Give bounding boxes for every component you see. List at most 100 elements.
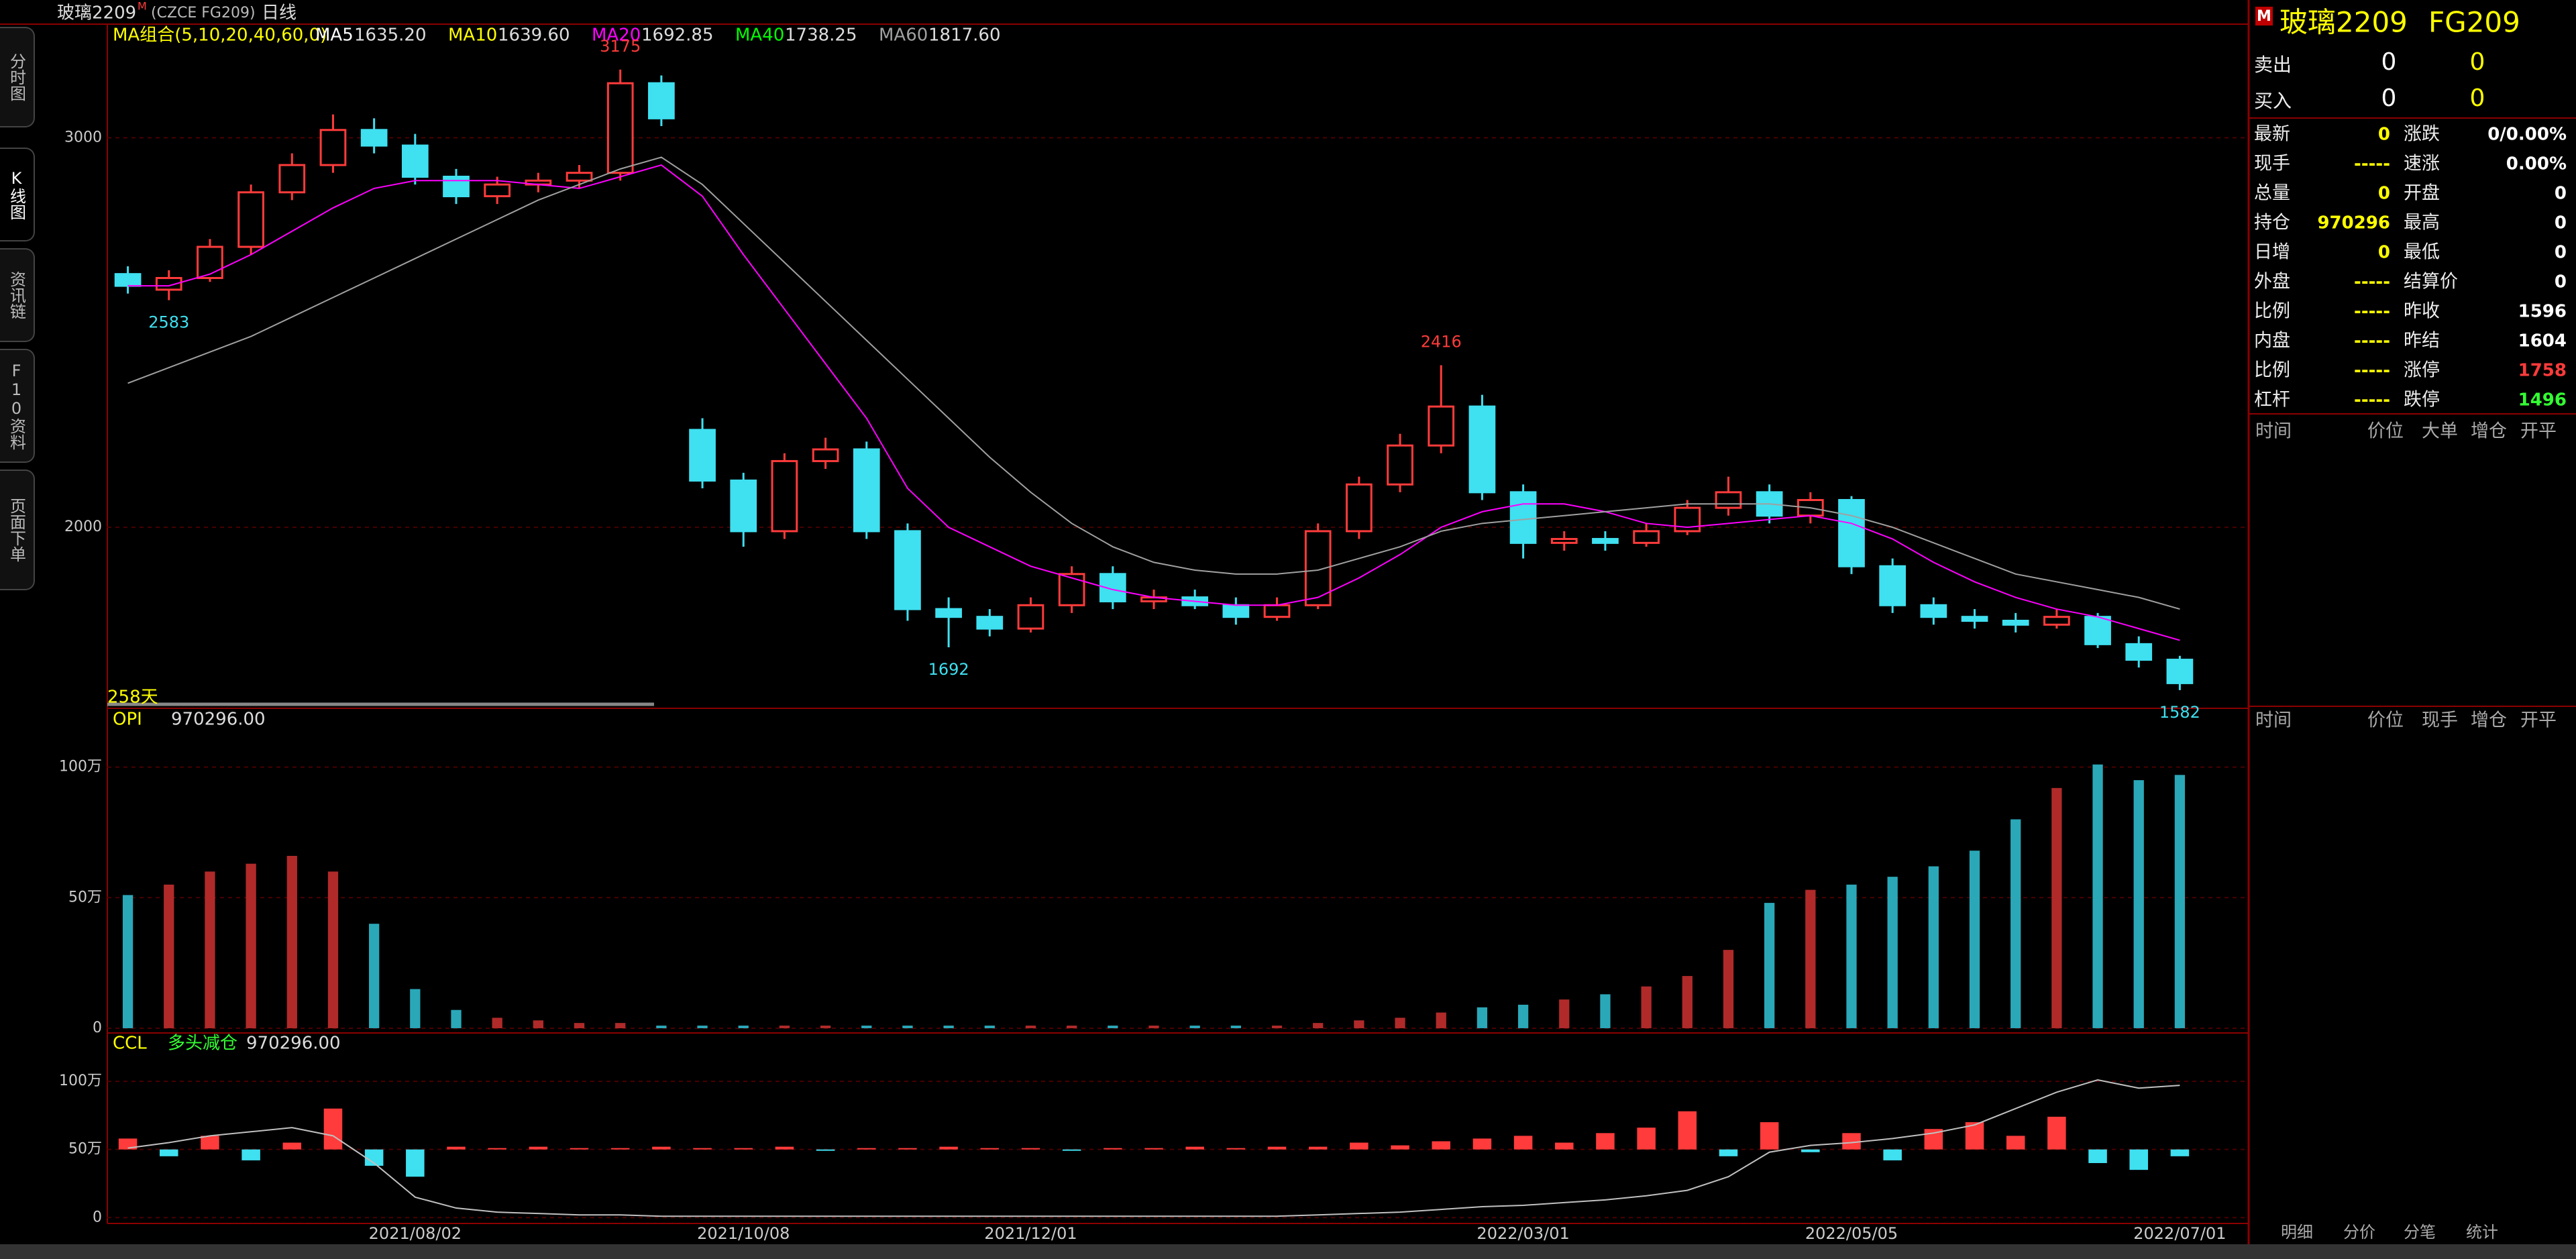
- opi-bar: [861, 1026, 872, 1028]
- y-tick-label: 50万: [68, 889, 102, 906]
- sidebar-tab[interactable]: K线图: [0, 148, 35, 241]
- quote-value: 1604: [2518, 331, 2567, 351]
- bottom-tab[interactable]: 分价: [2343, 1223, 2375, 1242]
- ccl-bar: [529, 1146, 548, 1150]
- quote-value: -----: [2354, 154, 2390, 174]
- candle-body: [484, 183, 511, 198]
- ma-legend-name: MA10: [448, 25, 497, 46]
- quote-value: 1596: [2518, 302, 2567, 322]
- ccl-bar: [1719, 1149, 1738, 1156]
- ccl-bar: [652, 1146, 671, 1150]
- list-header: 增仓: [2471, 421, 2507, 442]
- sidebar-tab[interactable]: F10资料: [0, 349, 35, 463]
- quote-value: -----: [2354, 390, 2390, 410]
- candle-body: [1058, 573, 1085, 606]
- quote-label: 日增: [2254, 242, 2290, 263]
- opi-bar: [1067, 1026, 1077, 1028]
- candle-body: [1017, 604, 1044, 630]
- candle-body: [1879, 565, 1907, 606]
- quote-value: 970296: [2317, 213, 2390, 233]
- ccl-bar: [816, 1149, 835, 1151]
- opi-bar: [1189, 1026, 1200, 1028]
- bottom-tab[interactable]: 明细: [2281, 1223, 2313, 1242]
- quote-value: -----: [2354, 331, 2390, 351]
- quote-value: -----: [2354, 272, 2390, 292]
- opi-bar: [286, 856, 297, 1028]
- x-tick-label: 2022/05/05: [1805, 1224, 1898, 1243]
- ma-line: [127, 156, 2180, 610]
- opi-bar: [1108, 1026, 1118, 1028]
- opi-bar: [615, 1023, 626, 1028]
- quote-label: 开盘: [2404, 183, 2440, 204]
- list-header: 增仓: [2471, 710, 2507, 731]
- ccl-bar: [857, 1148, 876, 1150]
- ma-legend-title[interactable]: MA组合(5,10,20,40,60,0): [113, 25, 327, 46]
- y-tick-label: 100万: [59, 1073, 102, 1089]
- ccl-bar: [1678, 1111, 1697, 1150]
- opi-bar: [2133, 780, 2144, 1028]
- candle-body: [2002, 619, 2029, 626]
- opi-bar: [984, 1026, 995, 1028]
- candle-body: [360, 129, 388, 147]
- quote-mark-box: [2255, 7, 2273, 25]
- opi-bar: [1641, 986, 1652, 1028]
- opi-bar: [164, 884, 174, 1028]
- extreme-label: 1582: [2159, 703, 2200, 722]
- ccl-bar: [406, 1149, 425, 1177]
- quote-label: 外盘: [2254, 272, 2290, 292]
- quote-value: 0: [2555, 184, 2567, 204]
- candle-body: [853, 448, 880, 533]
- range-label: 258天: [107, 688, 158, 708]
- ccl-bar: [1104, 1148, 1122, 1150]
- candle-body: [443, 175, 470, 198]
- sidebar-tab[interactable]: 资讯链: [0, 248, 35, 342]
- quote-code: FG209: [2428, 6, 2520, 39]
- y-tick-label: 2000: [64, 518, 102, 535]
- ccl-bar: [1472, 1138, 1492, 1150]
- bottom-tab[interactable]: 分笔: [2404, 1223, 2436, 1242]
- ccl-name[interactable]: CCL: [113, 1034, 147, 1054]
- opi-bar: [1477, 1007, 1488, 1028]
- opi-bar: [738, 1026, 749, 1028]
- sidebar-tab[interactable]: 分时图: [0, 27, 35, 127]
- ccl-bar: [241, 1149, 260, 1160]
- quote-value: 0: [2555, 272, 2567, 292]
- sidebar-tab[interactable]: 页面下单: [0, 470, 35, 590]
- quote-label: 内盘: [2254, 331, 2290, 351]
- opi-bar: [1313, 1023, 1324, 1028]
- candle-body: [935, 608, 962, 618]
- quote-name: 玻璃2209: [2279, 6, 2408, 39]
- period-select[interactable]: 日线: [262, 3, 297, 23]
- opi-bar: [327, 871, 339, 1028]
- ccl-bar: [1513, 1136, 1533, 1150]
- opi-bar: [1395, 1018, 1405, 1028]
- quote-value: 0: [2378, 243, 2390, 263]
- ccl-bar: [447, 1146, 466, 1150]
- candle-body: [1961, 616, 1988, 622]
- candle-body: [1222, 604, 1250, 618]
- y-tick-label: 3000: [64, 129, 102, 146]
- ma-legend-value: 1817.60: [928, 25, 1001, 46]
- x-tick-label: 2022/03/01: [1477, 1224, 1569, 1243]
- ma-line: [127, 164, 2180, 641]
- ccl-bar: [1391, 1145, 1409, 1150]
- extreme-label: 1692: [928, 660, 969, 679]
- ccl-bar: [2047, 1116, 2066, 1150]
- bottom-tab[interactable]: 统计: [2466, 1223, 2498, 1242]
- ccl-bar: [1350, 1142, 1368, 1150]
- opi-bar: [1517, 1004, 1529, 1028]
- opi-bar: [656, 1026, 667, 1028]
- ccl-bar: [1842, 1133, 1861, 1150]
- opi-bar: [369, 924, 380, 1028]
- opi-bar: [1846, 884, 1857, 1028]
- ma-legend-value: 1639.60: [498, 25, 570, 46]
- opi-name[interactable]: OPI: [113, 710, 142, 730]
- opi-bar: [492, 1018, 502, 1028]
- opi-bar: [451, 1009, 462, 1028]
- candle-body: [155, 276, 182, 291]
- x-tick-label: 2021/12/01: [984, 1224, 1077, 1243]
- candle-body: [1550, 538, 1578, 544]
- quote-mark: M: [2257, 8, 2271, 25]
- opi-bar: [1969, 851, 1980, 1028]
- opi-bar: [1723, 950, 1734, 1028]
